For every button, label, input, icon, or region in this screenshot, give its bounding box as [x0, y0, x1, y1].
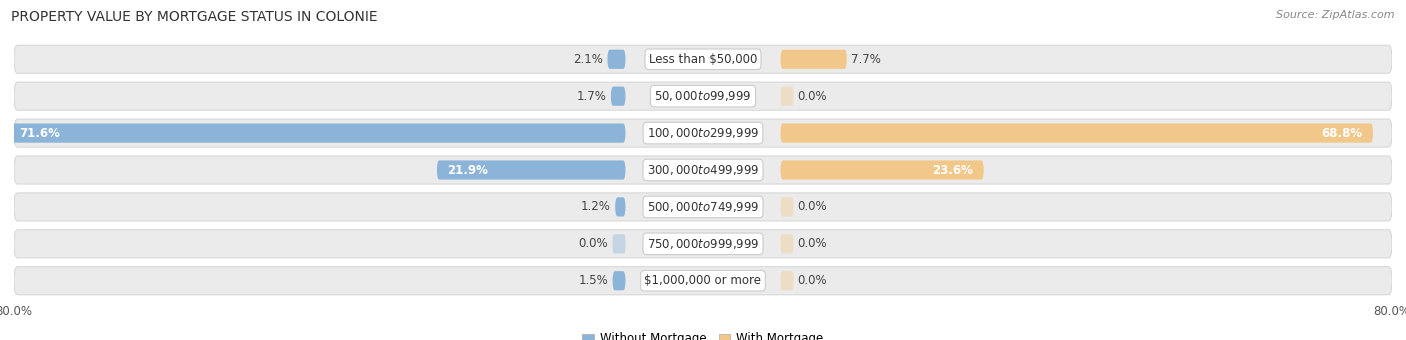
FancyBboxPatch shape: [14, 230, 1392, 258]
FancyBboxPatch shape: [14, 193, 1392, 221]
FancyBboxPatch shape: [780, 197, 793, 217]
Text: 1.5%: 1.5%: [578, 274, 609, 287]
Text: 0.0%: 0.0%: [797, 90, 827, 103]
FancyBboxPatch shape: [14, 156, 1392, 184]
Text: 0.0%: 0.0%: [797, 200, 827, 214]
Text: 0.0%: 0.0%: [797, 274, 827, 287]
Text: 21.9%: 21.9%: [447, 164, 488, 176]
FancyBboxPatch shape: [780, 50, 846, 69]
Text: 0.0%: 0.0%: [797, 237, 827, 250]
Text: 7.7%: 7.7%: [851, 53, 882, 66]
Text: $300,000 to $499,999: $300,000 to $499,999: [647, 163, 759, 177]
FancyBboxPatch shape: [14, 119, 1392, 147]
Legend: Without Mortgage, With Mortgage: Without Mortgage, With Mortgage: [578, 328, 828, 340]
FancyBboxPatch shape: [780, 87, 793, 106]
Text: 68.8%: 68.8%: [1322, 126, 1362, 140]
Text: 71.6%: 71.6%: [20, 126, 60, 140]
FancyBboxPatch shape: [613, 234, 626, 253]
FancyBboxPatch shape: [607, 50, 626, 69]
FancyBboxPatch shape: [780, 160, 984, 180]
Text: $750,000 to $999,999: $750,000 to $999,999: [647, 237, 759, 251]
Text: Less than $50,000: Less than $50,000: [648, 53, 758, 66]
FancyBboxPatch shape: [14, 82, 1392, 110]
FancyBboxPatch shape: [613, 271, 626, 290]
FancyBboxPatch shape: [437, 160, 626, 180]
FancyBboxPatch shape: [610, 87, 626, 106]
Text: 1.7%: 1.7%: [576, 90, 606, 103]
Text: $500,000 to $749,999: $500,000 to $749,999: [647, 200, 759, 214]
Text: 23.6%: 23.6%: [932, 164, 973, 176]
Text: 1.2%: 1.2%: [581, 200, 610, 214]
FancyBboxPatch shape: [616, 197, 626, 217]
Text: $1,000,000 or more: $1,000,000 or more: [644, 274, 762, 287]
Text: Source: ZipAtlas.com: Source: ZipAtlas.com: [1277, 10, 1395, 20]
Text: PROPERTY VALUE BY MORTGAGE STATUS IN COLONIE: PROPERTY VALUE BY MORTGAGE STATUS IN COL…: [11, 10, 378, 24]
FancyBboxPatch shape: [14, 267, 1392, 295]
Text: $100,000 to $299,999: $100,000 to $299,999: [647, 126, 759, 140]
FancyBboxPatch shape: [780, 123, 1374, 143]
Text: 0.0%: 0.0%: [579, 237, 609, 250]
FancyBboxPatch shape: [8, 123, 626, 143]
FancyBboxPatch shape: [14, 45, 1392, 73]
Text: 2.1%: 2.1%: [574, 53, 603, 66]
FancyBboxPatch shape: [780, 271, 793, 290]
Text: $50,000 to $99,999: $50,000 to $99,999: [654, 89, 752, 103]
FancyBboxPatch shape: [780, 234, 793, 253]
